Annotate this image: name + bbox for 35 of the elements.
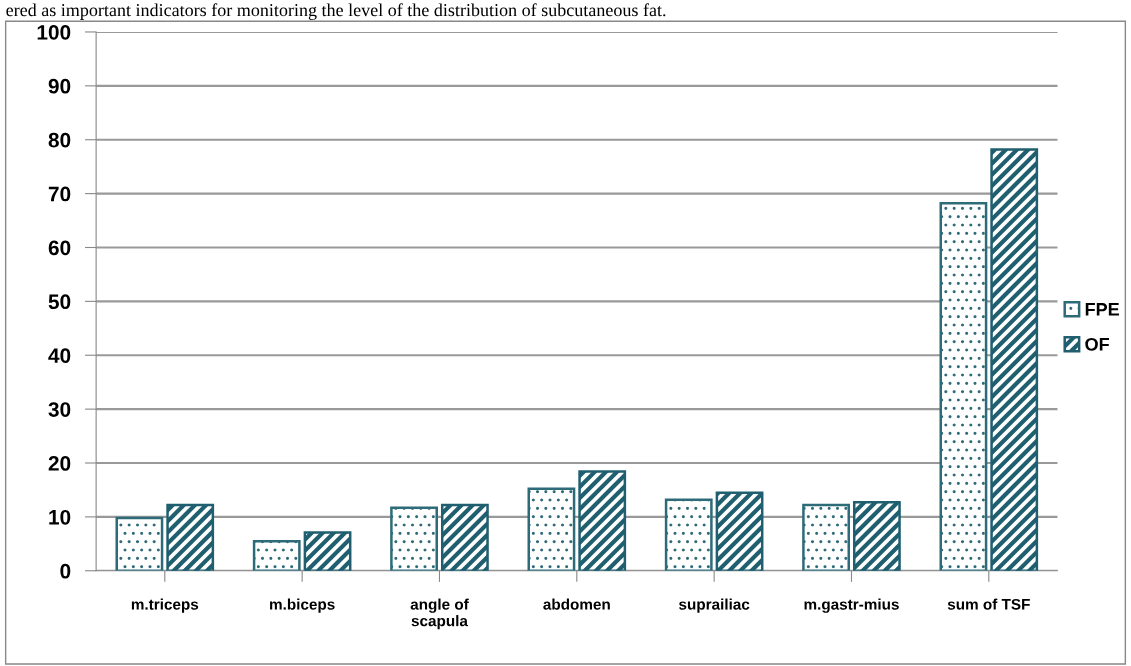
- y-tick-label: 70: [48, 186, 71, 202]
- y-tick-label: 90: [48, 78, 71, 94]
- y-tick-label: 50: [48, 294, 71, 310]
- bar: [303, 531, 352, 571]
- x-tick-label: angle of scapula: [410, 598, 469, 630]
- bar: [527, 487, 576, 571]
- y-tick-label: 20: [48, 456, 71, 471]
- y-tick-label: 100: [37, 24, 71, 40]
- y-tick-label: 80: [48, 132, 71, 148]
- bar: [802, 503, 850, 571]
- x-tick-label: abdomen: [543, 598, 610, 610]
- bar: [166, 503, 215, 571]
- y-tick-label: 60: [48, 240, 71, 256]
- bar: [664, 498, 713, 571]
- bar: [852, 501, 901, 571]
- bar: [990, 148, 1039, 571]
- x-tick-label: sum of TSF: [947, 598, 1030, 610]
- bar: [440, 503, 489, 571]
- bar: [939, 202, 988, 571]
- y-tick-label: 0: [60, 563, 71, 579]
- y-tick-label: 30: [48, 402, 71, 417]
- x-tick-label: m.gastr-mius: [804, 598, 899, 613]
- x-tick-label: m.biceps: [270, 598, 335, 613]
- bar: [578, 470, 627, 571]
- x-tick-label: m.triceps: [131, 598, 199, 613]
- bar: [390, 506, 438, 571]
- x-tick-label: suprailiac: [679, 598, 750, 613]
- y-tick-label: 40: [48, 348, 71, 363]
- bar: [115, 516, 164, 571]
- legend-label: OF: [1085, 337, 1109, 351]
- bar: [715, 491, 764, 571]
- legend-label: FPE: [1085, 303, 1119, 316]
- y-tick-label: 10: [49, 509, 71, 525]
- text: ered as important indicators for monitoring the level of the distribution of subcutaneous fat.: [6, 3, 666, 20]
- bar: [252, 539, 301, 571]
